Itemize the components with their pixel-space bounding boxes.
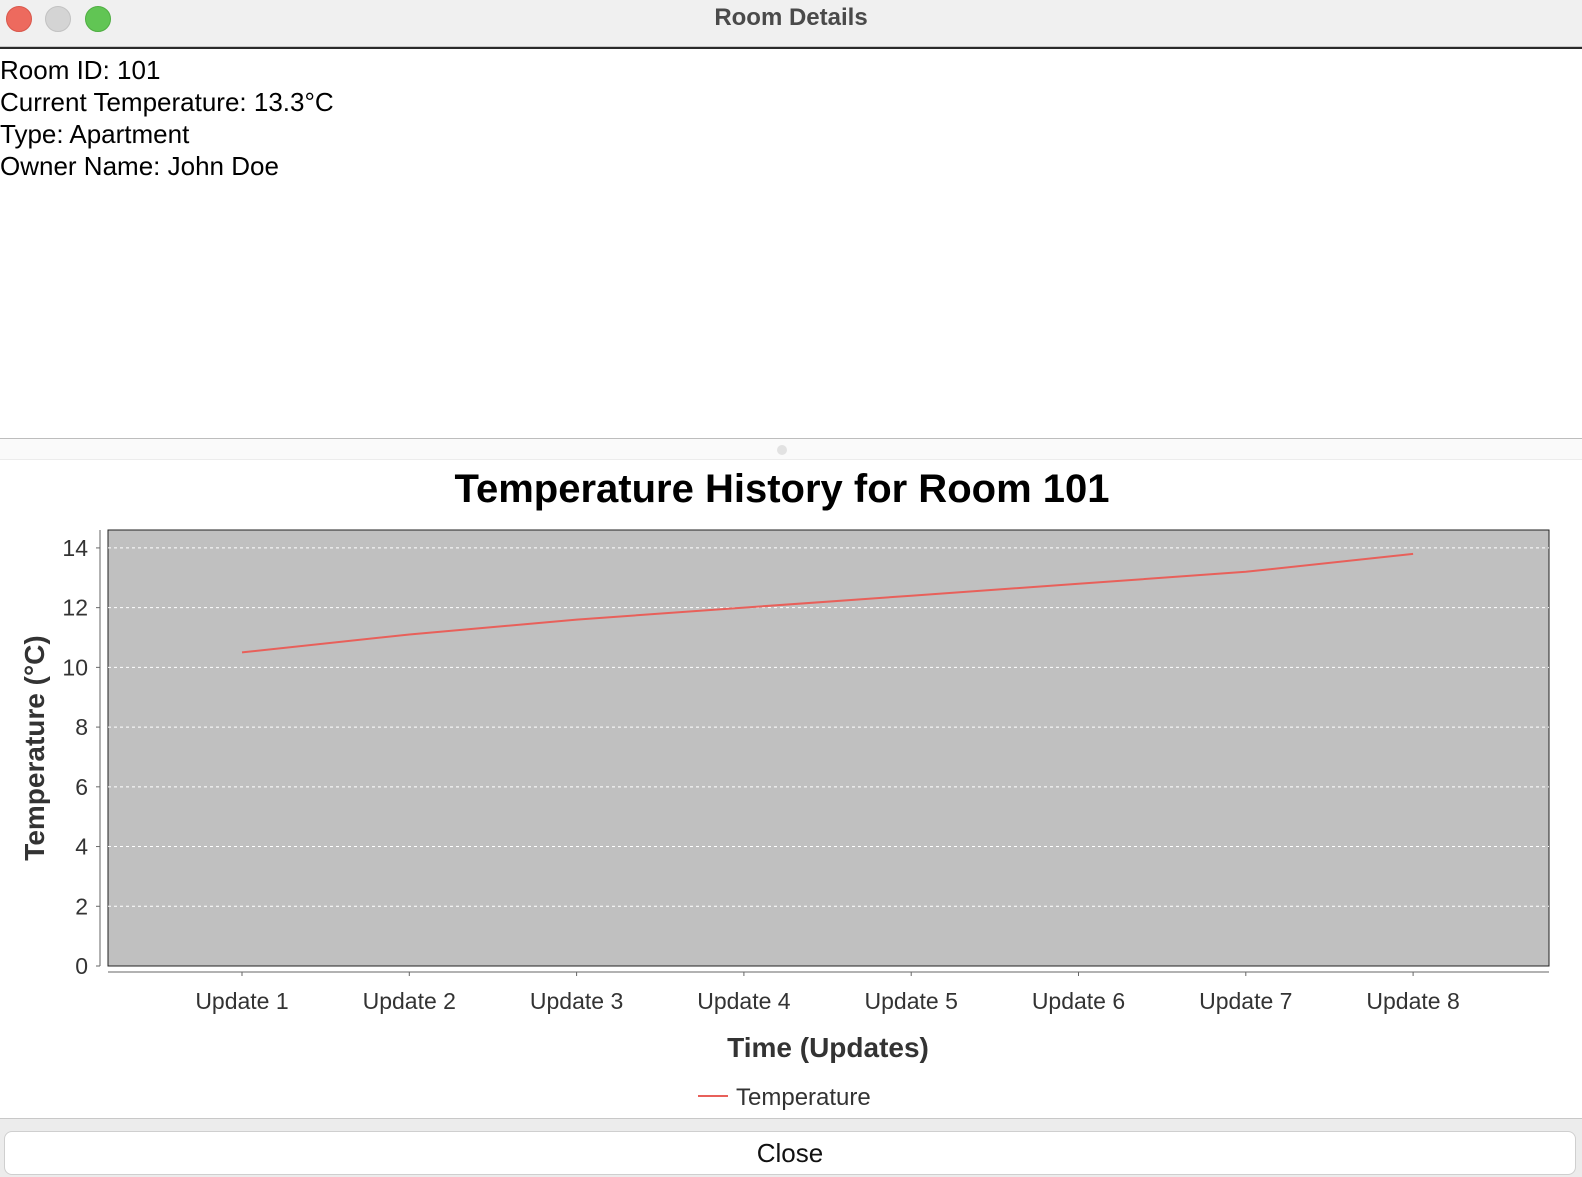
room-id-text: Room ID: 101 [0, 55, 161, 85]
x-tick-label: Update 6 [1032, 988, 1125, 1014]
title-bar: Room Details [0, 0, 1582, 49]
current-temperature-text: Current Temperature: 13.3°C [0, 87, 334, 117]
y-tick-label: 10 [62, 654, 88, 680]
x-axis: Update 1 Update 2 Update 3 Update 4 Update 5… [108, 971, 1549, 1014]
x-tick-label: Update 7 [1199, 988, 1292, 1014]
x-tick-label: Update 3 [530, 988, 623, 1014]
chart-title: Temperature History for Room 101 [455, 467, 1110, 511]
split-pane-divider[interactable] [0, 439, 1582, 460]
x-tick-label: Update 5 [865, 988, 958, 1014]
y-axis-label: Temperature (°C) [19, 635, 50, 860]
y-tick-label: 6 [75, 774, 88, 800]
y-tick-label: 4 [75, 834, 88, 860]
room-info-panel: Room ID: 101 Current Temperature: 13.3°C… [0, 50, 1582, 439]
y-tick-label: 2 [75, 893, 88, 919]
legend: Temperature [698, 1084, 871, 1111]
button-bar: Close [0, 1118, 1582, 1177]
room-type-text: Type: Apartment [0, 119, 190, 149]
window-title: Room Details [714, 4, 868, 31]
y-tick-label: 14 [62, 535, 88, 561]
minimize-window-icon[interactable] [45, 6, 71, 32]
y-tick-label: 12 [62, 595, 88, 621]
temperature-chart: Temperature History for Room 101 0 2 4 6 8 10… [19, 467, 1550, 1111]
x-tick-label: Update 1 [195, 988, 288, 1014]
x-axis-label: Time (Updates) [727, 1032, 929, 1063]
plot-area [107, 529, 1550, 967]
grid-lines [108, 547, 1549, 907]
legend-label: Temperature [736, 1084, 871, 1111]
maximize-window-icon[interactable] [85, 6, 111, 32]
owner-name-text: Owner Name: John Doe [0, 151, 279, 181]
series-line-temperature [241, 552, 1414, 654]
close-window-icon[interactable] [6, 6, 32, 32]
x-tick-label: Update 8 [1366, 988, 1459, 1014]
close-button[interactable]: Close [4, 1131, 1576, 1175]
y-axis: 0 2 4 6 8 10 12 14 [62, 530, 101, 979]
y-tick-label: 0 [75, 953, 88, 979]
x-tick-label: Update 2 [363, 988, 456, 1014]
y-tick-label: 8 [75, 714, 88, 740]
x-tick-label: Update 4 [697, 988, 791, 1014]
series-lines [241, 552, 1414, 654]
divider-grip-icon[interactable] [777, 445, 787, 455]
chart-panel: Temperature History for Room 101 0 2 4 6 8 10… [0, 460, 1582, 1118]
